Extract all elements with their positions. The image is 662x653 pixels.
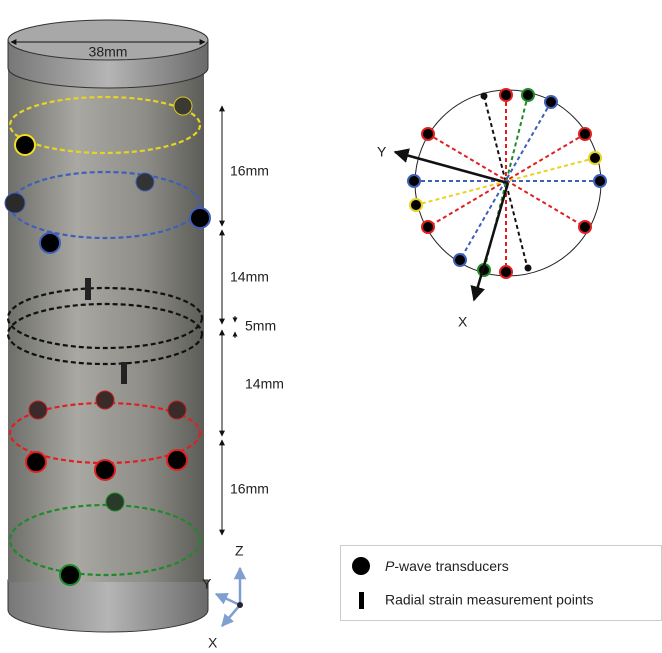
transducer xyxy=(579,221,591,233)
axis-label: X xyxy=(208,635,218,651)
transducer xyxy=(96,391,114,409)
transducer xyxy=(40,233,60,253)
page: 38mm 16mm 14mm 5mm 14mm 16mm xyxy=(0,0,662,653)
point xyxy=(525,265,532,272)
legend-label: Radial strain measurement points xyxy=(385,592,594,608)
strain-point xyxy=(121,362,127,384)
transducer xyxy=(408,175,420,187)
axis-arrow xyxy=(216,594,240,605)
legend-symbol xyxy=(359,592,364,609)
transducer xyxy=(5,193,25,213)
diameter-label: 38mm xyxy=(89,44,128,60)
axis-label: Y xyxy=(377,144,387,160)
bottom-cap xyxy=(8,580,208,632)
strain-point xyxy=(85,278,91,300)
axis-arrow xyxy=(222,605,240,626)
transducer xyxy=(454,254,466,266)
legend-symbol xyxy=(352,557,370,575)
transducer xyxy=(60,565,80,585)
transducer xyxy=(410,199,422,211)
legend-label: P-wave transducers xyxy=(385,558,509,574)
point xyxy=(481,93,488,100)
origin xyxy=(237,602,243,608)
transducer xyxy=(500,89,512,101)
transducer xyxy=(136,173,154,191)
transducer xyxy=(522,89,534,101)
transducer xyxy=(545,96,557,108)
transducer xyxy=(15,135,35,155)
transducer xyxy=(589,152,601,164)
transducer xyxy=(174,97,192,115)
transducer xyxy=(29,401,47,419)
spacing-label: 5mm xyxy=(245,318,276,334)
spacing-label: 16mm xyxy=(230,163,269,179)
transducer xyxy=(594,175,606,187)
legend: P-wave transducers Radial strain measure… xyxy=(341,546,662,621)
axis-label: X xyxy=(458,314,468,330)
axis-label: Z xyxy=(235,543,244,559)
cross-section: Y X xyxy=(377,89,606,330)
axis-label: Y xyxy=(202,576,212,592)
spacing-label: 14mm xyxy=(245,376,284,392)
transducer xyxy=(95,460,115,480)
axis-arrow xyxy=(474,183,508,300)
legend-label-rest: -wave transducers xyxy=(394,558,508,574)
transducer xyxy=(422,221,434,233)
spacing-label: 14mm xyxy=(230,269,269,285)
transducer xyxy=(500,266,512,278)
transducer xyxy=(579,128,591,140)
transducer xyxy=(26,452,46,472)
transducer xyxy=(422,128,434,140)
transducer xyxy=(190,208,210,228)
transducer xyxy=(168,401,186,419)
specimen: 38mm xyxy=(5,20,210,632)
dimensions: 16mm 14mm 5mm 14mm 16mm xyxy=(222,106,284,535)
transducer xyxy=(167,450,187,470)
spacing-label: 16mm xyxy=(230,481,269,497)
transducer xyxy=(106,493,124,511)
